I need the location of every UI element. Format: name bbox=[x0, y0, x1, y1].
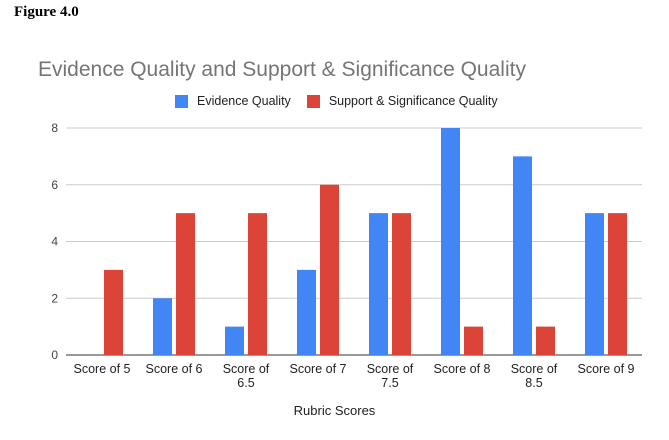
legend-swatch-evidence bbox=[175, 94, 188, 108]
bar-support bbox=[104, 269, 123, 355]
x-tick-label: Score of 7.5 bbox=[367, 362, 414, 390]
x-tick-label: Score of 6.5 bbox=[223, 362, 270, 390]
bar-evidence bbox=[369, 213, 388, 355]
bar-support bbox=[536, 326, 555, 355]
legend-item-support: Support & Significance Quality bbox=[306, 94, 498, 108]
y-tick-label: 8 bbox=[51, 121, 58, 135]
bar-support bbox=[392, 213, 411, 355]
x-axis-title: Rubric Scores bbox=[293, 403, 376, 418]
x-tick-label: Score of 8 bbox=[434, 362, 491, 376]
x-tick-label: Score of 6 bbox=[146, 362, 203, 376]
y-tick-label: 2 bbox=[51, 291, 58, 305]
legend-swatch-support bbox=[306, 94, 320, 108]
bar-evidence bbox=[441, 128, 460, 355]
y-tick-label: 0 bbox=[51, 348, 58, 362]
chart-title: Evidence Quality and Support & Significa… bbox=[38, 58, 526, 81]
bar-evidence bbox=[153, 298, 172, 355]
legend-label-evidence: Evidence Quality bbox=[197, 94, 291, 108]
bar-support bbox=[176, 213, 195, 355]
bar-support bbox=[320, 184, 339, 355]
x-tick-label: Score of 5 bbox=[74, 362, 131, 376]
bar-support bbox=[248, 213, 267, 355]
x-tick-label: Score of 9 bbox=[578, 362, 635, 376]
legend-item-evidence: Evidence Quality bbox=[175, 94, 291, 108]
y-tick-label: 4 bbox=[51, 235, 58, 249]
legend-label-support: Support & Significance Quality bbox=[328, 94, 498, 108]
bar-evidence bbox=[513, 156, 532, 355]
bar-evidence bbox=[297, 269, 316, 355]
y-tick-label: 6 bbox=[51, 178, 58, 192]
bar-support bbox=[464, 326, 483, 355]
x-tick-label: Score of 8.5 bbox=[511, 362, 558, 390]
bar-support bbox=[608, 213, 627, 355]
x-tick-label: Score of 7 bbox=[290, 362, 347, 376]
bar-evidence bbox=[585, 213, 604, 355]
figure-label: Figure 4.0 bbox=[14, 4, 79, 20]
bar-evidence bbox=[225, 326, 244, 355]
chart-legend: Evidence Quality Support & Significance … bbox=[175, 94, 514, 108]
